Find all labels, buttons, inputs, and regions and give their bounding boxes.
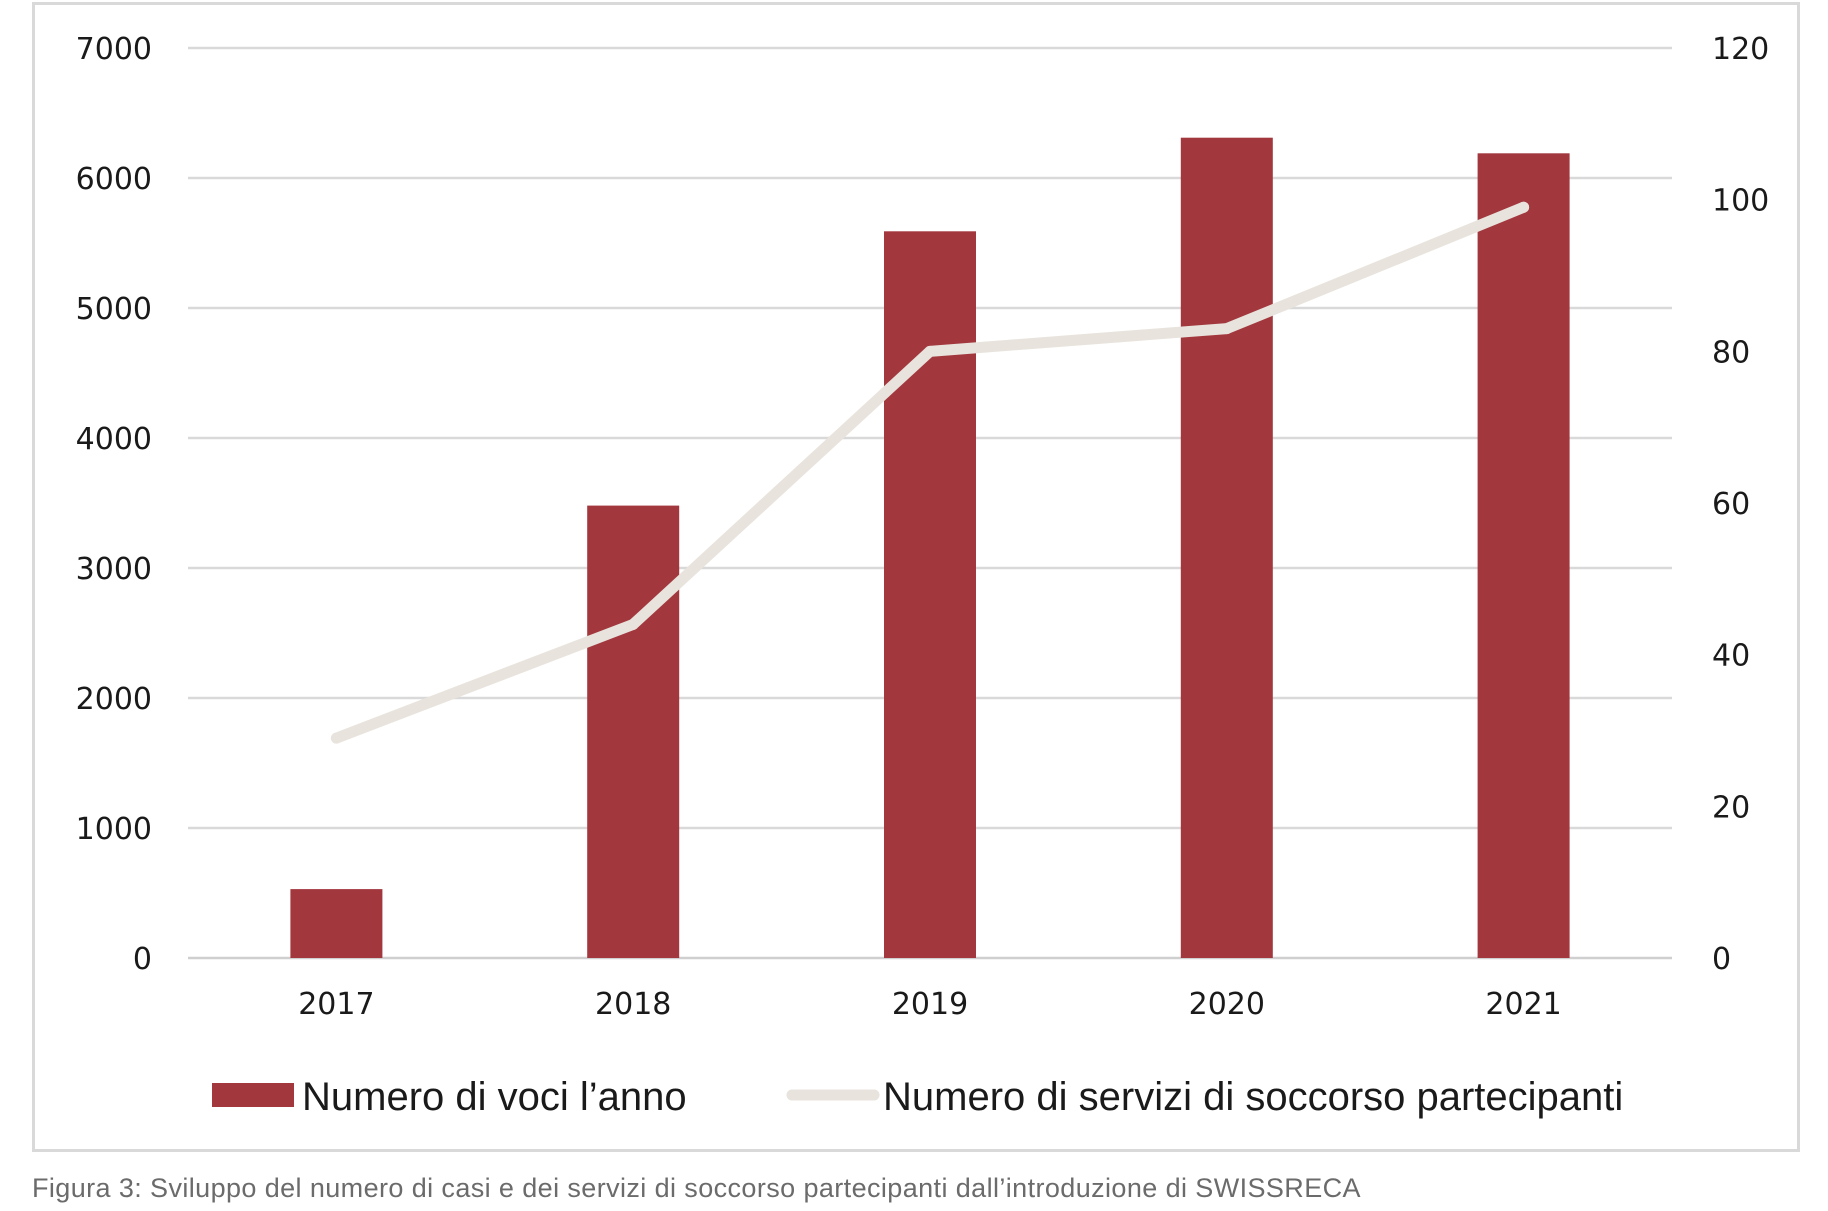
y-right-tick-label: 20	[1712, 790, 1750, 825]
y-left-tick-label: 3000	[76, 552, 152, 587]
y-left-tick-label: 7000	[76, 32, 152, 67]
y-left-tick-label: 1000	[76, 812, 152, 847]
x-tick-label: 2018	[595, 987, 671, 1022]
y-right-tick-label: 40	[1712, 639, 1750, 674]
line-point-2017	[330, 732, 342, 744]
legend-label-line: Numero di servizi di soccorso partecipan…	[883, 1075, 1623, 1119]
y-left-tick-label: 2000	[76, 682, 152, 717]
line-point-2020	[1221, 323, 1233, 335]
y-left-tick-label: 0	[133, 942, 152, 977]
y-right-tick-label: 60	[1712, 487, 1750, 522]
x-tick-label: 2021	[1485, 987, 1561, 1022]
line-series	[330, 201, 1530, 744]
legend-swatch-bar	[212, 1083, 294, 1107]
figure-caption: Figura 3: Sviluppo del numero di casi e …	[32, 1173, 1361, 1203]
bar-2018	[587, 505, 680, 958]
x-tick-label: 2017	[298, 987, 374, 1022]
y-left-tick-label: 6000	[76, 162, 152, 197]
bar-2017	[290, 889, 383, 958]
line-point-2021	[1518, 201, 1530, 213]
y-left-tick-label: 5000	[76, 292, 152, 327]
y-right-tick-label: 120	[1712, 32, 1769, 67]
y-left-tick-label: 4000	[76, 422, 152, 457]
y-right-tick-label: 0	[1712, 942, 1731, 977]
combo-chart: 0 1000 2000 3000 4000 5000 6000 7000 0 20 40 60 80 10…	[76, 32, 1770, 1119]
line-point-2019	[924, 345, 936, 357]
bar-2020	[1180, 137, 1273, 958]
axis-labels: 0 1000 2000 3000 4000 5000 6000 7000 0 20 40 60 80 10…	[76, 32, 1770, 1022]
x-tick-label: 2019	[892, 987, 968, 1022]
y-right-tick-label: 80	[1712, 335, 1750, 370]
y-right-tick-label: 100	[1712, 184, 1769, 219]
x-tick-label: 2020	[1189, 987, 1265, 1022]
legend: Numero di voci l’anno Numero di servizi d…	[212, 1075, 1623, 1119]
bar-series	[290, 137, 1570, 959]
legend-label-bar: Numero di voci l’anno	[302, 1075, 687, 1119]
bar-2019	[884, 231, 976, 959]
bar-2021	[1477, 153, 1570, 959]
line-point-2018	[627, 618, 639, 630]
